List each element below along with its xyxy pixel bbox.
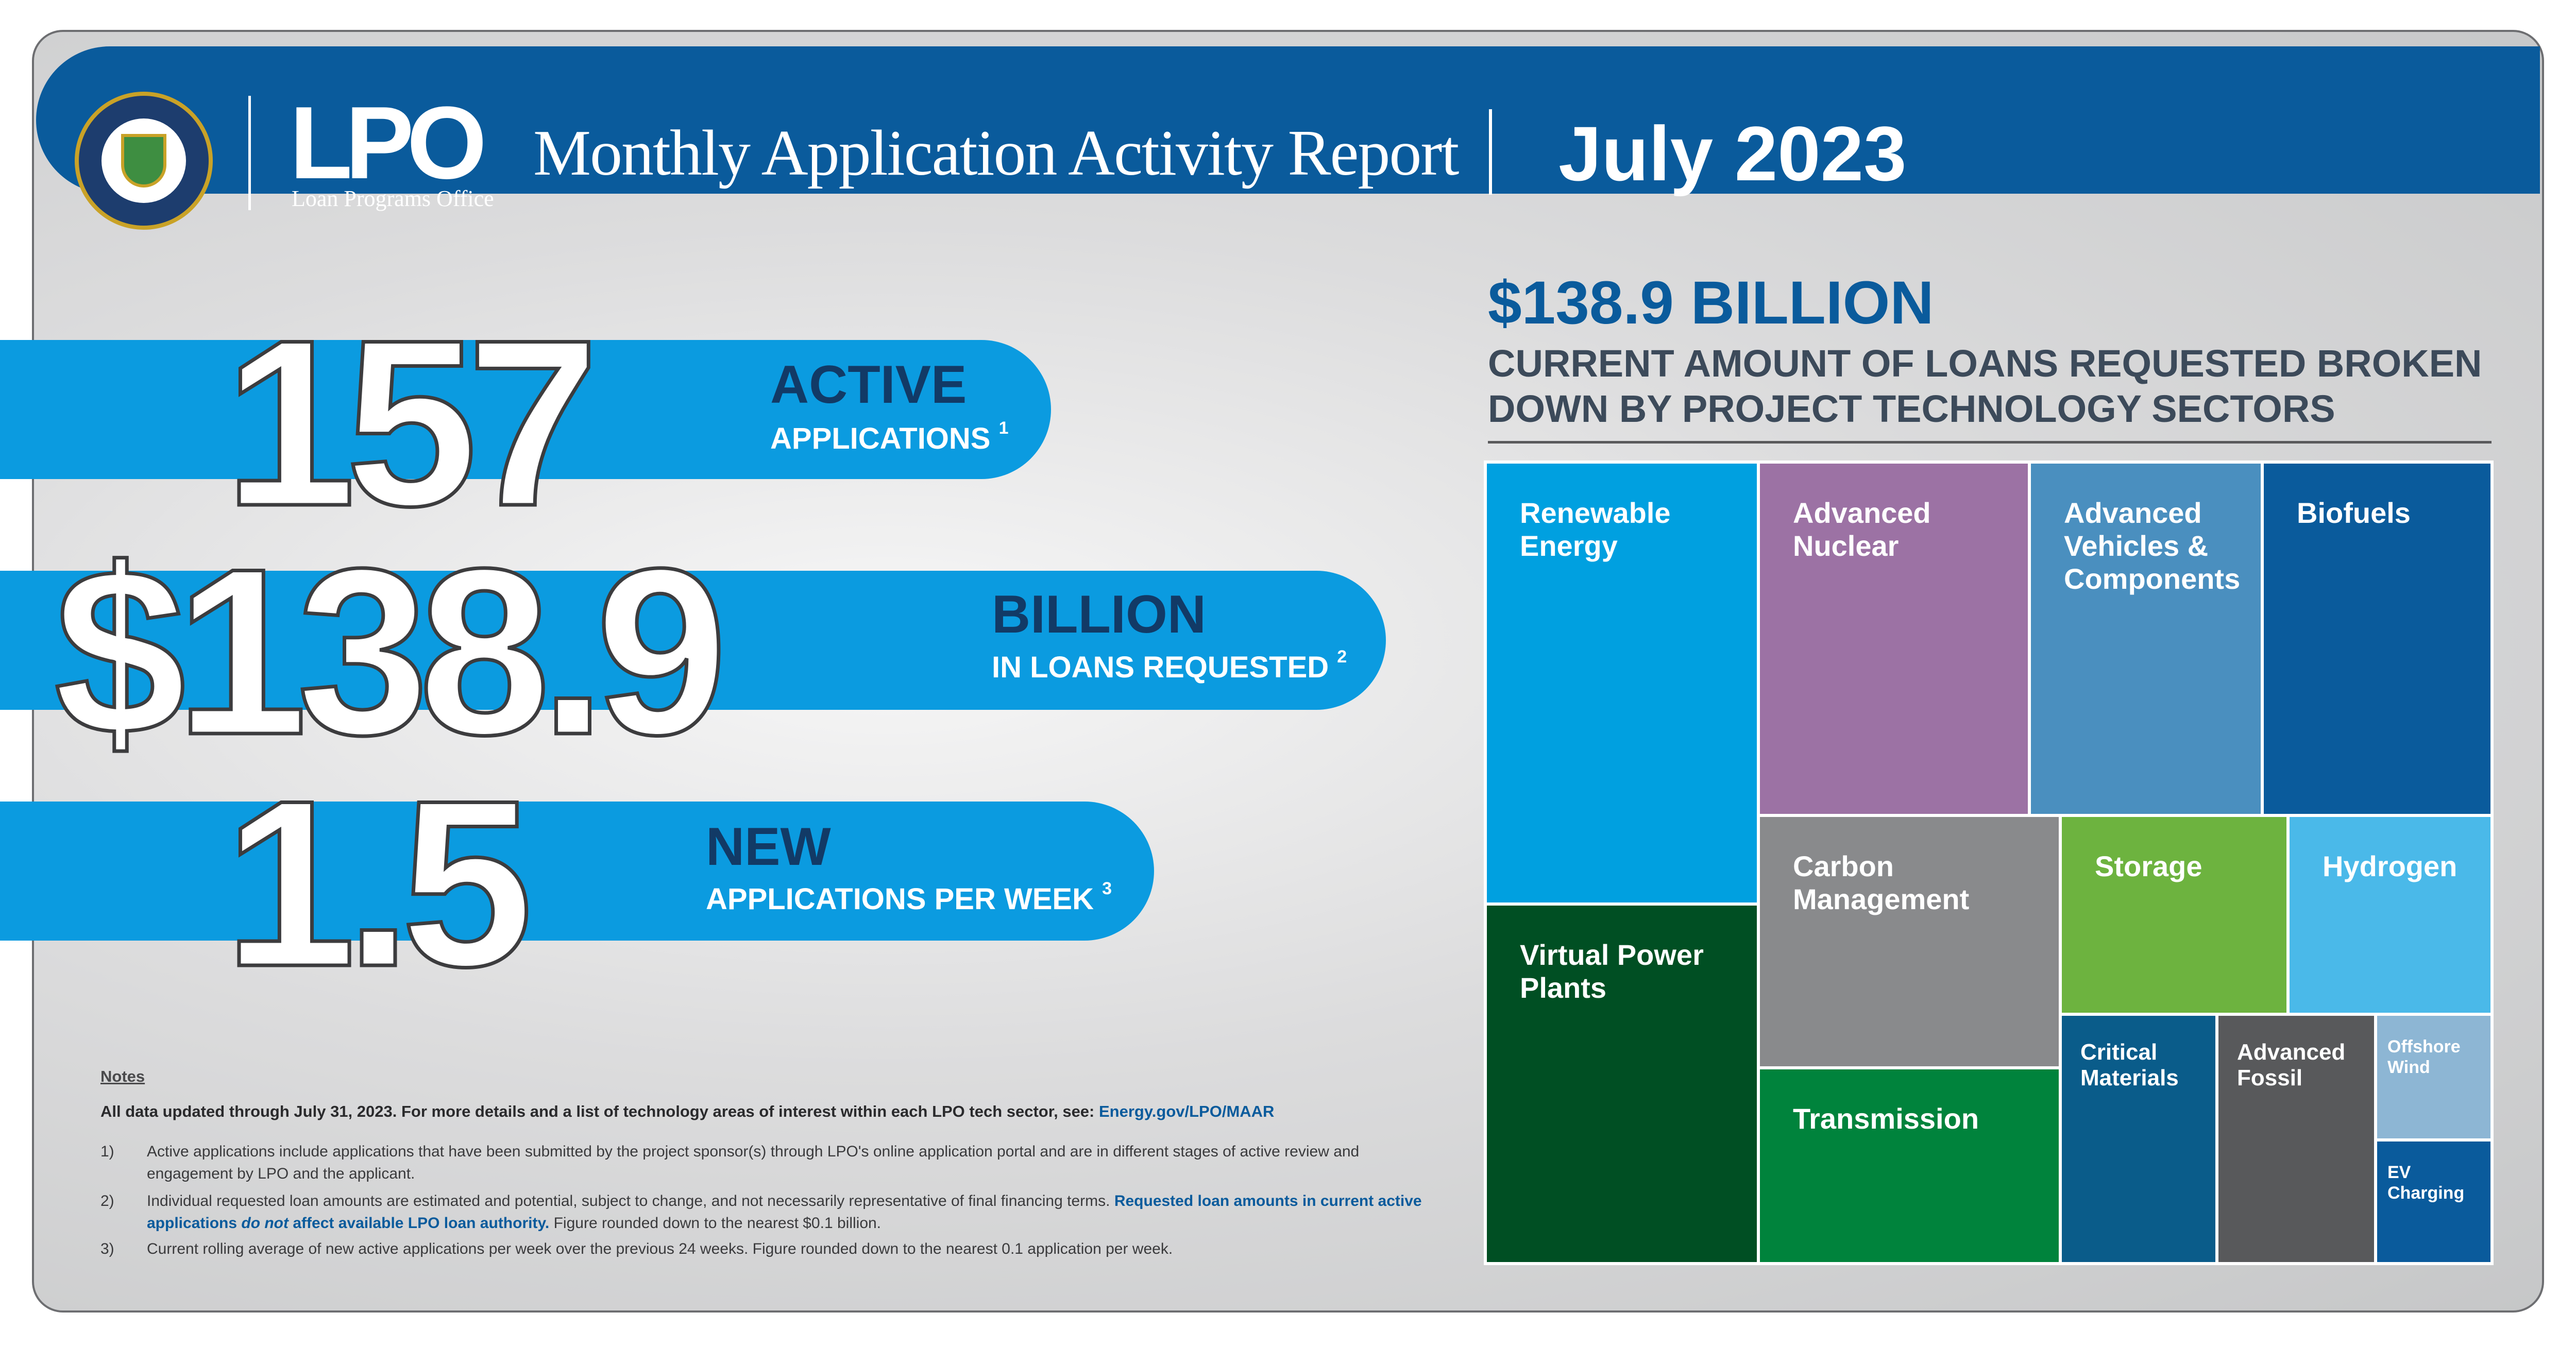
treemap-cell-label: Offshore Wind: [2387, 1037, 2461, 1077]
treemap-cell-label: Advanced Fossil: [2237, 1040, 2346, 1091]
stat-sub-billion: IN LOANS REQUESTED 2: [992, 647, 1347, 685]
treemap-cell-label: Critical Materials: [2080, 1040, 2179, 1091]
note-highlight: Requested loan amounts in current active…: [147, 1192, 1422, 1232]
maar-link[interactable]: Energy.gov/LPO/MAAR: [1098, 1102, 1275, 1120]
report-date: July 2023: [1558, 110, 1907, 197]
note-text-a: Individual requested loan amounts are es…: [147, 1192, 1114, 1209]
stat-number-billion: $138.9: [53, 520, 730, 784]
footnote-ref: 1: [998, 418, 1009, 438]
footnote-ref: 2: [1337, 647, 1347, 667]
note-number: 1): [100, 1143, 114, 1160]
stat-word-active: ACTIVE: [770, 355, 967, 415]
stat-word-billion: BILLION: [992, 585, 1206, 644]
sector-treemap: Renewable Energy Advanced Nuclear Advanc…: [1484, 461, 2494, 1265]
treemap-cell-advanced-fossil: Advanced Fossil: [2218, 1016, 2374, 1262]
treemap-cell-label: Renewable Energy: [1520, 497, 1671, 562]
stat-number-active: 157: [223, 291, 601, 555]
treemap-cell-ev-charging: EV Charging: [2377, 1141, 2490, 1262]
treemap-caption: CURRENT AMOUNT OF LOANS REQUESTED BROKEN…: [1488, 342, 2482, 430]
treemap-cell-virtual-power-plants: Virtual Power Plants: [1487, 906, 1757, 1262]
report-title: Monthly Application Activity Report: [533, 117, 1459, 189]
treemap-cell-carbon-management: Carbon Management: [1760, 817, 2059, 1066]
treemap-cell-hydrogen: Hydrogen: [2290, 817, 2490, 1013]
notes-intro-text: All data updated through July 31, 2023. …: [100, 1102, 1099, 1120]
stat-pill-new: [0, 802, 1154, 941]
doe-seal-icon: [75, 92, 213, 230]
treemap-cell-label: Carbon Management: [1793, 850, 1970, 915]
stat-sub-new: APPLICATIONS PER WEEK 3: [706, 879, 1112, 916]
header-banner: [36, 46, 2540, 194]
stat-word-new: NEW: [706, 817, 831, 877]
note-text: Current rolling average of new active ap…: [147, 1240, 1173, 1257]
note-highlight-em: do not: [241, 1215, 289, 1232]
note-number: 2): [100, 1192, 114, 1209]
header-divider: [248, 96, 251, 210]
treemap-cell-label: Virtual Power Plants: [1520, 939, 1704, 1004]
note-number: 3): [100, 1240, 114, 1257]
treemap-cell-label: Advanced Nuclear: [1793, 497, 1931, 562]
stat-pill-active: [0, 340, 1051, 479]
treemap-amount: $138.9 BILLION: [1488, 269, 1934, 337]
stat-sub-text: APPLICATIONS: [770, 422, 991, 455]
treemap-cell-renewable-energy: Renewable Energy: [1487, 464, 1757, 902]
treemap-cell-offshore-wind: Offshore Wind: [2377, 1016, 2490, 1138]
lpo-logo-subtitle: Loan Programs Office: [292, 186, 494, 211]
seal-inner: [101, 118, 186, 203]
note-text: Individual requested loan amounts are es…: [147, 1190, 1445, 1234]
stat-number-new: 1.5: [222, 752, 534, 1016]
stat-sub-active: APPLICATIONS 1: [770, 418, 1009, 456]
stat-sub-text: APPLICATIONS PER WEEK: [706, 882, 1094, 916]
treemap-cell-label: EV Charging: [2387, 1163, 2465, 1203]
treemap-cell-storage: Storage: [2062, 817, 2286, 1013]
lpo-logo: LPO: [290, 86, 487, 200]
notes-heading: Notes: [100, 1067, 145, 1085]
stat-sub-text: IN LOANS REQUESTED: [992, 651, 1329, 684]
note-highlight: affect available LPO loan authority.: [289, 1215, 550, 1232]
treemap-cell-label: Advanced Vehicles & Components: [2064, 497, 2241, 595]
treemap-rule: [1488, 441, 2492, 444]
notes-intro: All data updated through July 31, 2023. …: [100, 1102, 1274, 1121]
treemap-cell-label: Transmission: [1793, 1102, 1979, 1135]
header-divider: [1489, 109, 1492, 195]
treemap-cell-label: Storage: [2095, 850, 2202, 882]
treemap-cell-label: Hydrogen: [2323, 850, 2458, 882]
treemap-cell-label: Biofuels: [2297, 497, 2411, 529]
seal-shield: [121, 134, 166, 188]
note-text-b: Figure rounded down to the nearest $0.1 …: [549, 1215, 882, 1232]
footnote-ref: 3: [1102, 879, 1112, 898]
treemap-cell-biofuels: Biofuels: [2264, 464, 2490, 814]
treemap-cell-critical-materials: Critical Materials: [2062, 1016, 2215, 1262]
treemap-cell-advanced-nuclear: Advanced Nuclear: [1760, 464, 2028, 814]
stat-pill-billion: [0, 571, 1386, 710]
treemap-cell-transmission: Transmission: [1760, 1069, 2059, 1262]
treemap-cell-advanced-vehicles: Advanced Vehicles & Components: [2031, 464, 2261, 814]
note-text: Active applications include applications…: [147, 1143, 1360, 1182]
